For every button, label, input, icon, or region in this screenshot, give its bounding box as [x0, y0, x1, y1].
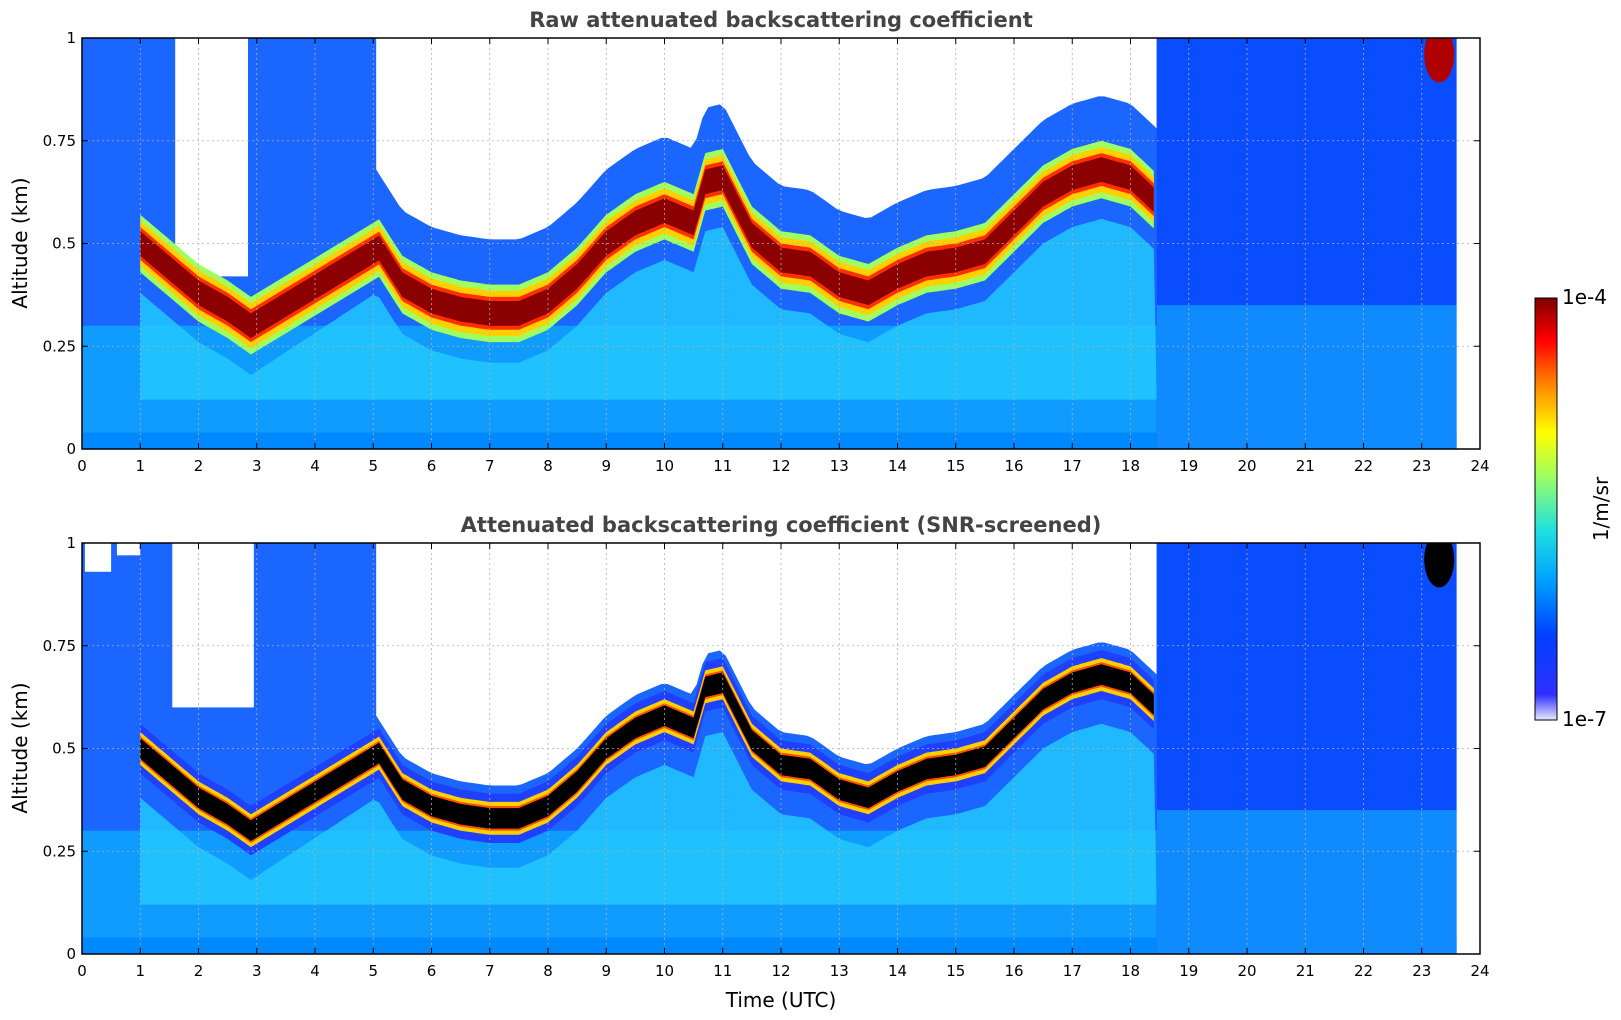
x-tick-label: 3 — [252, 962, 262, 980]
x-tick-label: 18 — [1121, 457, 1140, 475]
screened-y-axis: 0 0.25 0.5 0.75 1 — [43, 534, 1480, 963]
x-tick-label: 19 — [1179, 962, 1198, 980]
y-tick-label: 0 — [66, 440, 76, 458]
x-tick-label: 12 — [771, 457, 790, 475]
x-tick-label: 18 — [1121, 962, 1140, 980]
x-tick-label: 7 — [485, 457, 495, 475]
x-tick-label: 14 — [888, 962, 907, 980]
x-tick-label: 0 — [77, 962, 87, 980]
no-data-region — [376, 543, 1157, 786]
x-tick-label: 11 — [713, 962, 732, 980]
screened-grid — [82, 543, 1480, 954]
x-tick-label: 22 — [1354, 962, 1373, 980]
no-data-region — [116, 543, 141, 556]
x-tick-label: 23 — [1412, 962, 1431, 980]
raw-y-axis: 0 0.25 0.5 0.75 1 — [43, 29, 1480, 458]
colorbar — [1534, 297, 1558, 721]
x-tick-label: 4 — [310, 962, 320, 980]
x-tick-label: 9 — [601, 962, 611, 980]
y-tick-label: 0.75 — [43, 132, 76, 150]
y-tick-label: 0.25 — [43, 842, 76, 860]
raw-panel-title: Raw attenuated backscattering coefficien… — [529, 8, 1033, 32]
raw-grid — [82, 38, 1480, 449]
y-tick-label: 1 — [66, 29, 76, 47]
cloud-layer-band-3 — [140, 664, 1154, 841]
no-data-region — [84, 543, 112, 572]
y-tick-label: 0.25 — [43, 337, 76, 355]
y-tick-label: 0 — [66, 945, 76, 963]
surface-band — [82, 937, 1457, 954]
colorbar-gradient — [1534, 297, 1558, 721]
x-tick-label: 6 — [427, 457, 437, 475]
x-tick-label: 5 — [368, 962, 378, 980]
screened-x-axis: 0 1 2 3 4 5 6 7 8 9 10 11 12 13 14 15 16 17 18 19 20 21 22 23 24 — [77, 543, 1490, 980]
cloud-layer-band-0 — [140, 649, 1154, 856]
x-tick-label: 1 — [135, 962, 145, 980]
x-tick-label: 11 — [713, 457, 732, 475]
x-tick-label: 17 — [1063, 962, 1082, 980]
raw-y-axis-label: Altitude (km) — [8, 177, 32, 309]
x-tick-label: 16 — [1004, 457, 1023, 475]
x-tick-label: 19 — [1179, 457, 1198, 475]
x-tick-label: 21 — [1296, 962, 1315, 980]
colorbar-label: 1/m/sr — [1589, 476, 1613, 542]
screened-backscatter-panel: 0 1 2 3 4 5 6 7 8 9 10 11 12 13 14 15 16 17 18 19 20 21 22 23 24… — [43, 534, 1490, 980]
x-tick-label: 8 — [543, 962, 553, 980]
y-tick-label: 0.5 — [52, 235, 76, 253]
x-axis-label: Time (UTC) — [725, 988, 837, 1012]
aerosol-layer — [140, 723, 1157, 905]
y-tick-label: 0.5 — [52, 740, 76, 758]
aerosol-layer — [140, 218, 1157, 400]
x-tick-label: 9 — [601, 457, 611, 475]
no-data-region — [172, 543, 254, 708]
colorbar-max-label: 1e-4 — [1562, 285, 1607, 309]
x-tick-label: 14 — [888, 457, 907, 475]
x-tick-label: 13 — [830, 457, 849, 475]
x-tick-label: 15 — [946, 457, 965, 475]
x-tick-label: 24 — [1470, 457, 1489, 475]
raw-x-axis: 0 1 2 3 4 5 6 7 8 9 10 11 12 13 14 15 16 17 18 19 20 21 22 23 24 — [77, 38, 1490, 475]
surface-band — [82, 432, 1457, 449]
x-tick-label: 23 — [1412, 457, 1431, 475]
x-tick-label: 13 — [830, 962, 849, 980]
colorbar-min-label: 1e-7 — [1562, 707, 1607, 731]
x-tick-label: 24 — [1470, 962, 1489, 980]
cloud-layer-band-3 — [140, 157, 1154, 338]
elevated-layer — [1424, 38, 1455, 83]
x-tick-label: 5 — [368, 457, 378, 475]
x-tick-label: 12 — [771, 962, 790, 980]
screened-panel-title: Attenuated backscattering coefficient (S… — [460, 513, 1102, 537]
residual-layer — [1156, 810, 1457, 954]
x-tick-label: 10 — [655, 457, 674, 475]
x-tick-label: 15 — [946, 962, 965, 980]
x-tick-label: 20 — [1237, 457, 1256, 475]
elevated-layer — [1424, 543, 1455, 588]
x-tick-label: 21 — [1296, 457, 1315, 475]
x-tick-label: 8 — [543, 457, 553, 475]
x-tick-label: 1 — [135, 457, 145, 475]
no-data-region — [175, 38, 249, 277]
x-tick-label: 0 — [77, 457, 87, 475]
x-tick-label: 16 — [1004, 962, 1023, 980]
x-tick-label: 17 — [1063, 457, 1082, 475]
x-tick-label: 20 — [1237, 962, 1256, 980]
x-tick-label: 2 — [194, 457, 204, 475]
x-tick-label: 22 — [1354, 457, 1373, 475]
no-data-region — [376, 38, 1157, 240]
screened-y-axis-label: Altitude (km) — [8, 682, 32, 814]
raw-backscatter-panel: 0 1 2 3 4 5 6 7 8 9 10 11 12 13 14 15 16 17 18 19 20 21 22 23 24… — [43, 29, 1490, 475]
residual-layer — [1156, 305, 1457, 449]
x-tick-label: 6 — [427, 962, 437, 980]
y-tick-label: 1 — [66, 534, 76, 552]
x-tick-label: 7 — [485, 962, 495, 980]
x-tick-label: 4 — [310, 457, 320, 475]
cloud-layer-band-0 — [140, 140, 1154, 355]
y-tick-label: 0.75 — [43, 637, 76, 655]
x-tick-label: 2 — [194, 962, 204, 980]
x-tick-label: 3 — [252, 457, 262, 475]
x-tick-label: 10 — [655, 962, 674, 980]
